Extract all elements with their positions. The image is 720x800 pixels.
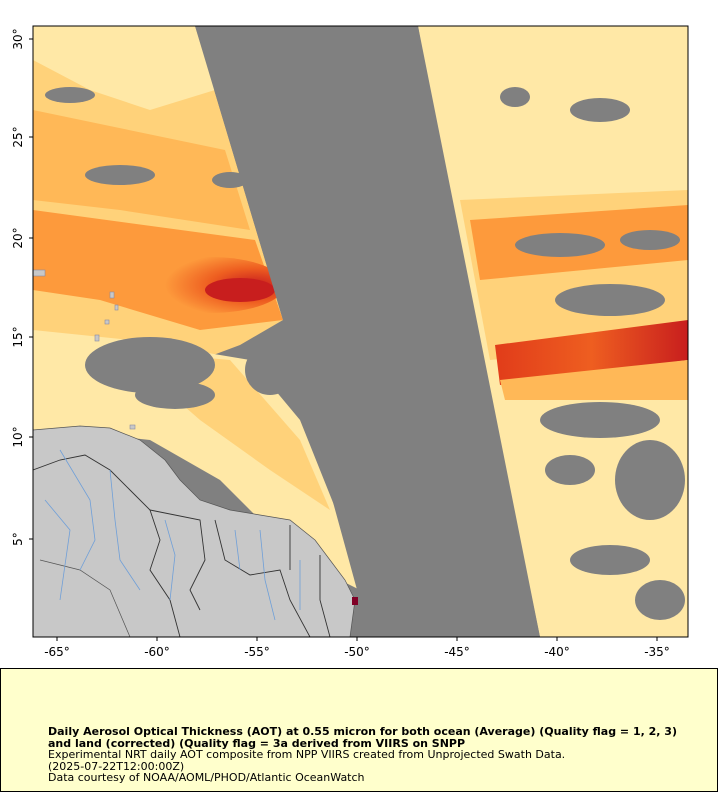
lon-tick-label: -50° [344, 645, 370, 659]
lon-tick-label: -40° [544, 645, 570, 659]
aot-field-east [418, 26, 688, 637]
lon-tick-label: -35° [644, 645, 670, 659]
latitude-axis: 5° 10° 15° 20° 25° 30° [11, 28, 33, 546]
lon-tick-label: -60° [144, 645, 170, 659]
caption-line-1: Experimental NRT daily AOT composite fro… [48, 748, 566, 761]
land-south-america [33, 425, 356, 637]
caption: Daily Aerosol Optical Thickness (AOT) at… [48, 726, 688, 784]
longitude-axis: -65° -60° -55° -50° -45° -40° -35° [44, 637, 670, 659]
lat-tick-label: 30° [11, 28, 25, 49]
lat-tick-label: 5° [11, 532, 25, 546]
islands [33, 269, 136, 430]
caption-line-2: (2025-07-22T12:00:00Z) [48, 759, 185, 773]
legend-panel [0, 668, 718, 792]
lon-tick-label: -65° [44, 645, 70, 659]
lat-tick-label: 25° [11, 126, 25, 147]
lat-tick-label: 10° [11, 426, 25, 447]
lat-tick-label: 15° [11, 326, 25, 347]
lat-tick-label: 20° [11, 227, 25, 248]
high-aot-pixel [352, 597, 358, 605]
map-frame [32, 25, 689, 638]
lon-tick-label: -45° [444, 645, 470, 659]
caption-title: Daily Aerosol Optical Thickness (AOT) at… [48, 725, 677, 750]
swath-gap [195, 26, 540, 637]
lon-tick-label: -55° [244, 645, 270, 659]
map-plot-area [33, 26, 688, 637]
caption-line-3: Data courtesy of NOAA/AOML/PHOD/Atlantic… [48, 771, 365, 784]
